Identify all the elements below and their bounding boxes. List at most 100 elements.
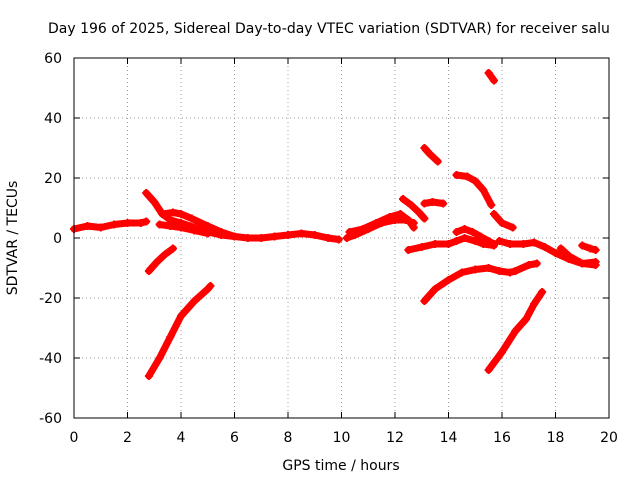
data-point xyxy=(431,240,440,248)
data-point xyxy=(96,223,105,232)
data-point xyxy=(415,208,424,217)
data-point xyxy=(506,240,515,248)
data-point xyxy=(428,198,437,206)
data-point xyxy=(591,246,600,254)
data-point xyxy=(532,259,541,268)
data-point xyxy=(498,348,506,356)
data-series-track-9 xyxy=(399,195,428,222)
data-point xyxy=(190,297,199,305)
data-point xyxy=(187,214,196,223)
data-point xyxy=(206,282,215,290)
data-point xyxy=(407,201,416,209)
data-point xyxy=(190,226,199,235)
y-tick-label: 60 xyxy=(44,51,62,67)
data-point xyxy=(409,223,418,232)
data-point xyxy=(217,228,226,236)
y-tick-label: 40 xyxy=(44,111,62,127)
data-point xyxy=(144,267,153,275)
y-tick-label: -40 xyxy=(39,351,62,367)
x-tick-label: 20 xyxy=(600,430,618,446)
data-point xyxy=(468,228,477,236)
data-point xyxy=(444,276,453,284)
data-point xyxy=(284,231,292,239)
data-point xyxy=(556,244,565,253)
data-point xyxy=(484,264,493,272)
data-point xyxy=(484,366,493,374)
x-axis-tick-labels: 0 2 4 6 8 10 12 14 16 18 20 xyxy=(70,430,618,446)
y-tick-label: -20 xyxy=(39,291,62,307)
data-point xyxy=(396,210,405,218)
x-tick-label: 2 xyxy=(123,430,132,446)
data-point xyxy=(524,261,533,269)
data-point xyxy=(345,228,354,236)
chart-title: Day 196 of 2025, Sidereal Day-to-day VTE… xyxy=(48,21,610,37)
data-series-track-22 xyxy=(485,288,546,374)
data-point xyxy=(142,189,151,197)
data-point xyxy=(586,244,595,253)
data-point xyxy=(166,222,175,230)
data-point xyxy=(158,210,167,218)
y-axis-tick-labels: -60 -40 -20 0 20 40 60 xyxy=(39,51,62,427)
data-point xyxy=(404,246,413,254)
x-tick-label: 18 xyxy=(547,430,565,446)
data-point xyxy=(479,186,488,194)
data-point xyxy=(444,240,453,248)
data-point xyxy=(342,234,351,242)
data-point xyxy=(564,255,573,263)
data-point xyxy=(484,237,493,245)
data-point xyxy=(230,232,239,241)
data-point xyxy=(578,259,587,268)
data-point xyxy=(177,312,185,320)
axis-ticks xyxy=(73,57,610,419)
data-point xyxy=(310,231,319,239)
data-point xyxy=(257,234,266,242)
data-point xyxy=(168,208,177,217)
data-point xyxy=(150,198,159,206)
data-point xyxy=(433,157,442,166)
data-point xyxy=(530,300,539,308)
y-tick-label: -60 xyxy=(39,411,62,427)
data-point xyxy=(152,258,161,266)
data-point xyxy=(334,235,343,244)
y-tick-label: 20 xyxy=(44,171,62,187)
data-point xyxy=(168,244,177,253)
data-point xyxy=(297,229,306,238)
x-tick-label: 16 xyxy=(493,430,511,446)
data-point xyxy=(110,220,119,229)
data-point xyxy=(484,69,493,77)
x-tick-label: 0 xyxy=(70,430,79,446)
data-point xyxy=(439,199,448,208)
data-point xyxy=(506,268,515,277)
data-point xyxy=(530,238,539,247)
data-point xyxy=(476,232,485,241)
data-point xyxy=(511,267,520,275)
data-point xyxy=(372,219,381,227)
data-point xyxy=(177,223,185,232)
data-point xyxy=(243,234,252,242)
data-series-track-5 xyxy=(145,245,177,275)
data-point xyxy=(511,327,520,335)
data-point xyxy=(538,288,547,296)
data-point xyxy=(487,201,496,209)
data-point xyxy=(591,258,600,266)
series-layer xyxy=(70,69,600,380)
data-point xyxy=(452,171,461,179)
data-point xyxy=(123,219,132,227)
data-point xyxy=(495,237,504,245)
data-point xyxy=(519,240,528,248)
data-point xyxy=(460,234,469,242)
data-point xyxy=(160,250,169,259)
data-point xyxy=(166,333,175,341)
data-point xyxy=(155,354,164,362)
data-point xyxy=(404,216,413,224)
y-tick-label: 0 xyxy=(53,231,62,247)
data-point xyxy=(420,199,429,208)
data-point xyxy=(203,222,212,230)
data-point xyxy=(142,217,151,226)
data-point xyxy=(155,220,164,229)
x-tick-label: 10 xyxy=(333,430,351,446)
data-point xyxy=(425,150,434,158)
data-point xyxy=(83,222,92,230)
